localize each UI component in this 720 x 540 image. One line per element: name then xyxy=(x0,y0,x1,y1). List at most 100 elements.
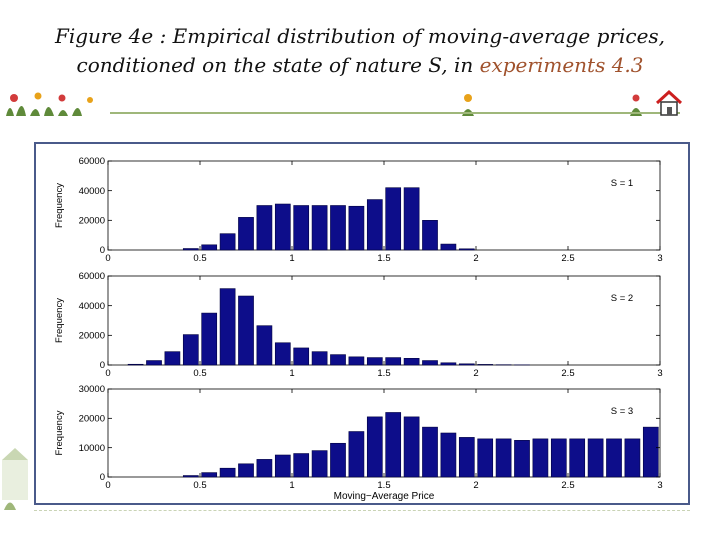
y-tick-label: 0 xyxy=(100,360,105,371)
x-tick-label: 0.5 xyxy=(193,253,206,264)
title-line-2-text: conditioned on the state of nature S, in xyxy=(76,53,480,77)
bar xyxy=(127,363,144,366)
bar xyxy=(330,205,346,251)
x-tick-label: 1.5 xyxy=(377,253,390,264)
x-tick-label: 3 xyxy=(657,480,662,491)
x-tick-label: 1 xyxy=(289,368,294,379)
bar xyxy=(550,438,567,478)
bar xyxy=(293,453,310,478)
state-label: S = 2 xyxy=(611,293,633,304)
x-tick-label: 0 xyxy=(105,368,110,379)
bar xyxy=(238,463,254,478)
state-label: S = 1 xyxy=(611,178,633,189)
y-tick-label: 0 xyxy=(100,472,105,483)
bar xyxy=(219,467,236,478)
bar xyxy=(146,360,162,366)
x-tick-label: 2 xyxy=(473,480,478,491)
figure-frame: 0 0.5 1 1.5 2 2.5 3 0 20000 40000 60000 Frequency S … xyxy=(34,142,690,505)
bar xyxy=(532,438,549,478)
bar xyxy=(403,416,420,478)
y-tick-label: 20000 xyxy=(79,331,105,342)
footer-divider xyxy=(34,510,690,511)
bar xyxy=(182,475,199,478)
bar xyxy=(348,431,365,478)
y-tick-label: 60000 xyxy=(79,156,105,167)
y-axis-label: Frequency xyxy=(54,410,65,455)
bar xyxy=(182,334,199,366)
y-axis-label: Frequency xyxy=(54,298,65,343)
x-tick-label: 0.5 xyxy=(193,368,206,379)
experiments-link[interactable]: experiments 4.3 xyxy=(479,53,644,77)
plot-area-3 xyxy=(107,388,661,478)
bar xyxy=(330,354,346,366)
side-decoration xyxy=(2,448,28,510)
bar xyxy=(458,363,475,366)
bar xyxy=(274,203,291,251)
bar xyxy=(422,360,438,366)
bar xyxy=(422,220,438,251)
bar xyxy=(201,312,218,366)
x-tick-label: 2.5 xyxy=(561,253,574,264)
y-axis-label: Frequency xyxy=(54,183,65,228)
bar xyxy=(477,364,494,366)
x-tick-label: 0 xyxy=(105,480,110,491)
x-tick-label: 0.5 xyxy=(193,480,206,491)
y-tick-label: 40000 xyxy=(79,186,105,197)
decorative-flower-border xyxy=(6,92,642,116)
bar xyxy=(403,187,420,251)
bar xyxy=(164,351,181,366)
x-tick-label: 2 xyxy=(473,368,478,379)
x-tick-label: 3 xyxy=(657,253,662,264)
y-tick-label: 0 xyxy=(100,245,105,256)
bar xyxy=(219,288,236,366)
bar xyxy=(458,248,475,251)
bar xyxy=(587,438,604,478)
plot-area-1 xyxy=(107,160,661,251)
bar xyxy=(403,358,420,366)
bar xyxy=(293,205,310,251)
bar xyxy=(274,342,291,366)
x-tick-label: 1 xyxy=(289,253,294,264)
bar xyxy=(348,205,365,251)
bar xyxy=(311,450,328,478)
bar xyxy=(606,438,622,478)
slide-title: Figure 4e : Empirical distribution of mo… xyxy=(0,22,720,80)
x-tick-label: 2.5 xyxy=(561,368,574,379)
bar xyxy=(477,438,494,478)
bar xyxy=(642,426,659,478)
bar xyxy=(182,248,199,251)
bar xyxy=(385,412,402,478)
state-label: S = 3 xyxy=(611,406,633,417)
x-tick-label: 1.5 xyxy=(377,480,390,491)
bar xyxy=(569,438,586,478)
y-tick-label: 20000 xyxy=(79,414,105,425)
bar xyxy=(201,244,218,251)
bar xyxy=(366,357,383,366)
bar xyxy=(238,217,254,251)
bar xyxy=(385,187,402,251)
bar xyxy=(366,416,383,478)
bar xyxy=(293,347,310,366)
x-tick-label: 2 xyxy=(473,253,478,264)
bar xyxy=(348,356,365,366)
bar xyxy=(311,205,328,251)
bar xyxy=(385,357,402,366)
bar xyxy=(458,437,475,478)
y-tick-label: 60000 xyxy=(79,271,105,282)
home-icon[interactable] xyxy=(654,88,684,118)
bar xyxy=(238,295,254,366)
bar xyxy=(514,440,530,478)
bar xyxy=(495,438,512,478)
y-tick-label: 30000 xyxy=(79,384,105,395)
bar xyxy=(440,432,457,478)
bar xyxy=(330,442,346,478)
x-tick-label: 1.5 xyxy=(377,368,390,379)
bar xyxy=(201,472,218,478)
x-tick-label: 3 xyxy=(657,368,662,379)
y-tick-label: 20000 xyxy=(79,216,105,227)
bar xyxy=(256,459,273,478)
y-tick-label: 40000 xyxy=(79,301,105,312)
x-tick-label: 1 xyxy=(289,480,294,491)
bar xyxy=(311,351,328,366)
bar xyxy=(256,205,273,251)
